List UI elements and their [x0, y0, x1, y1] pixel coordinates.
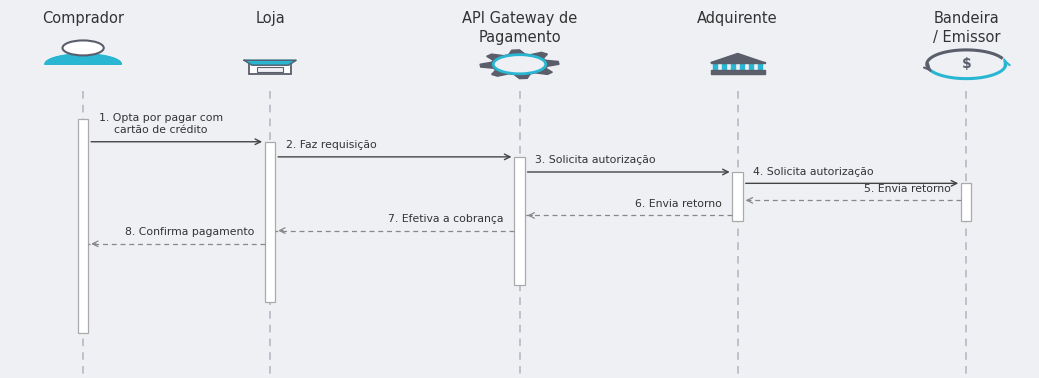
- Text: 3. Solicita autorização: 3. Solicita autorização: [535, 155, 656, 165]
- Bar: [961, 183, 971, 221]
- Circle shape: [494, 55, 545, 74]
- Text: 8. Confirma pagamento: 8. Confirma pagamento: [125, 227, 255, 237]
- Polygon shape: [45, 54, 122, 64]
- Bar: [741, 63, 744, 70]
- Bar: [731, 63, 735, 70]
- Text: 2. Faz requisição: 2. Faz requisição: [286, 140, 376, 150]
- Bar: [732, 172, 743, 221]
- Bar: [78, 119, 88, 333]
- Bar: [258, 67, 283, 73]
- Text: 6. Envia retorno: 6. Envia retorno: [635, 199, 722, 209]
- Text: 1. Opta por pagar com
cartão de crédito: 1. Opta por pagar com cartão de crédito: [99, 113, 222, 135]
- Bar: [713, 63, 717, 70]
- Bar: [249, 62, 291, 74]
- Polygon shape: [244, 60, 296, 65]
- Text: Adquirente: Adquirente: [697, 11, 778, 26]
- Bar: [711, 62, 765, 63]
- Text: Loja: Loja: [256, 11, 285, 26]
- Bar: [722, 63, 726, 70]
- Text: API Gateway de
Pagamento: API Gateway de Pagamento: [462, 11, 577, 45]
- Text: Bandeira
/ Emissor: Bandeira / Emissor: [933, 11, 1000, 45]
- Text: $: $: [961, 57, 971, 71]
- Bar: [758, 63, 763, 70]
- Bar: [711, 70, 765, 74]
- Polygon shape: [480, 50, 559, 79]
- Text: 5. Envia retorno: 5. Envia retorno: [863, 184, 951, 194]
- Text: 7. Efetiva a cobrança: 7. Efetiva a cobrança: [389, 214, 504, 224]
- Circle shape: [62, 40, 104, 56]
- Bar: [749, 63, 753, 70]
- Bar: [265, 142, 275, 302]
- Polygon shape: [711, 53, 765, 63]
- Text: Comprador: Comprador: [43, 11, 124, 26]
- Text: 4. Solicita autorização: 4. Solicita autorização: [753, 167, 874, 177]
- Bar: [514, 157, 525, 285]
